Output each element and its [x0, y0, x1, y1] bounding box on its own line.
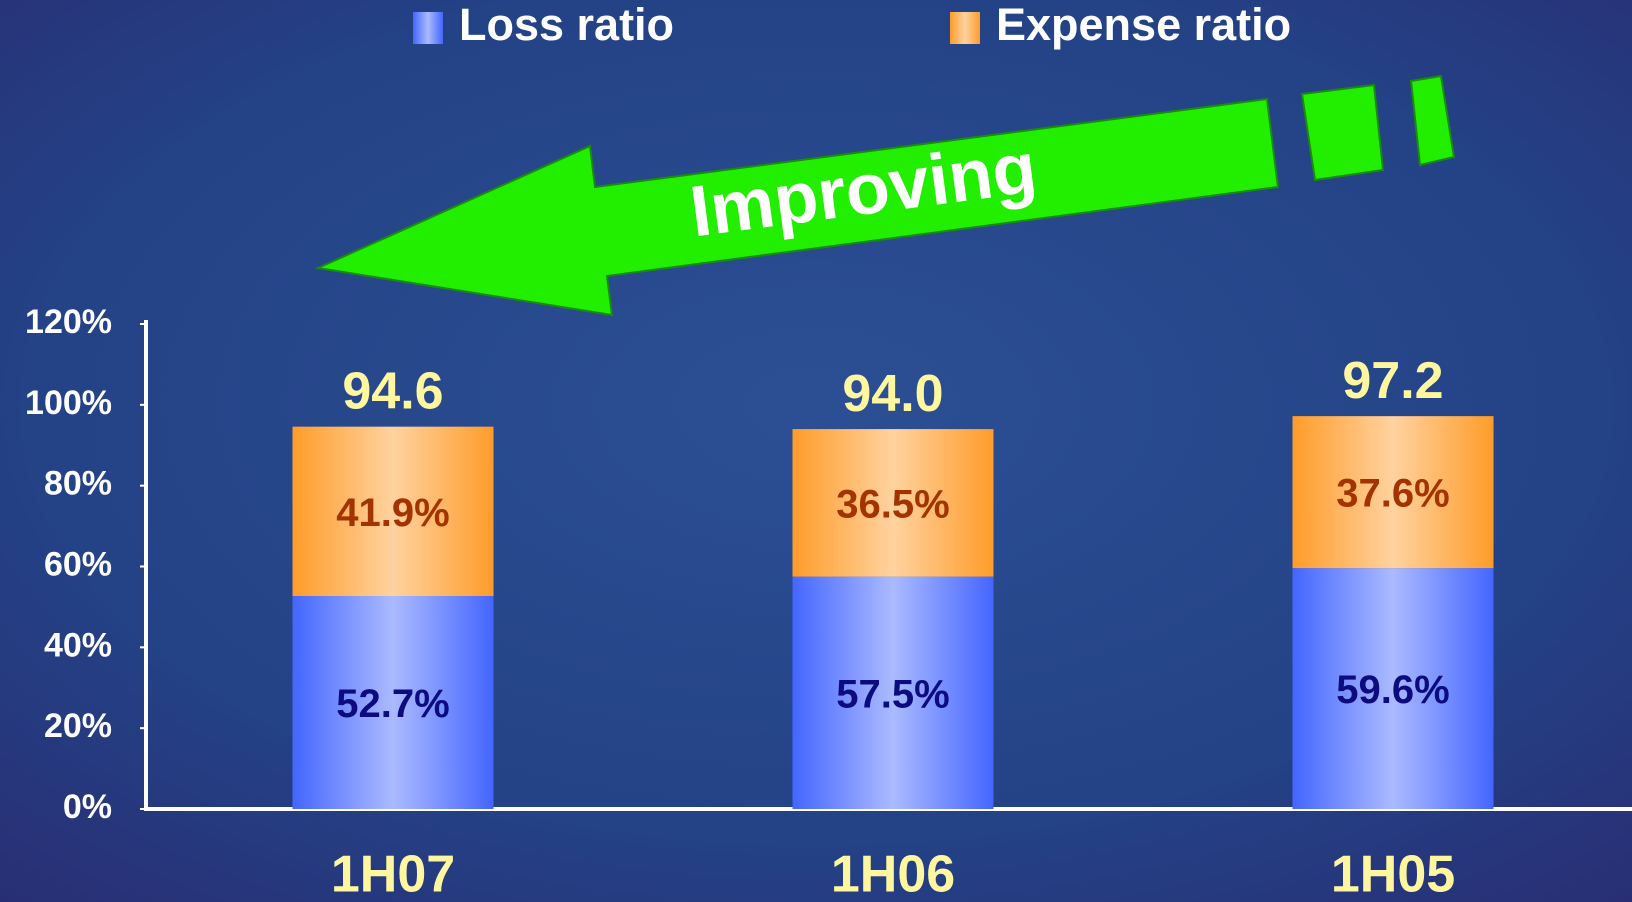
x-tick-label: 1H06: [831, 846, 955, 902]
legend-label: Expense ratio: [996, 0, 1291, 50]
data-label: 57.5%: [836, 672, 949, 716]
x-tick-label: 1H07: [331, 846, 455, 902]
y-tick-label: 0%: [63, 788, 112, 826]
data-label: 52.7%: [336, 682, 449, 726]
data-label: 41.9%: [336, 491, 449, 535]
y-tick-label: 60%: [44, 545, 112, 583]
y-tick-label: 120%: [25, 303, 112, 341]
y-tick-label: 20%: [44, 707, 112, 745]
data-label: 59.6%: [1336, 668, 1449, 712]
y-tick-label: 40%: [44, 626, 112, 664]
legend-swatch: [413, 12, 443, 44]
total-label: 94.6: [342, 362, 443, 420]
data-label: 37.6%: [1336, 472, 1449, 516]
data-label: 36.5%: [836, 482, 949, 526]
legend-label: Loss ratio: [459, 0, 674, 50]
chart: Improving 0%20%40%60%80%100%120%Loss rat…: [0, 0, 1632, 902]
total-label: 97.2: [1342, 352, 1443, 410]
y-tick-label: 100%: [25, 384, 112, 422]
x-tick-label: 1H05: [1331, 846, 1455, 902]
legend-swatch: [950, 12, 980, 44]
y-tick-label: 80%: [44, 465, 112, 503]
total-label: 94.0: [842, 365, 943, 423]
